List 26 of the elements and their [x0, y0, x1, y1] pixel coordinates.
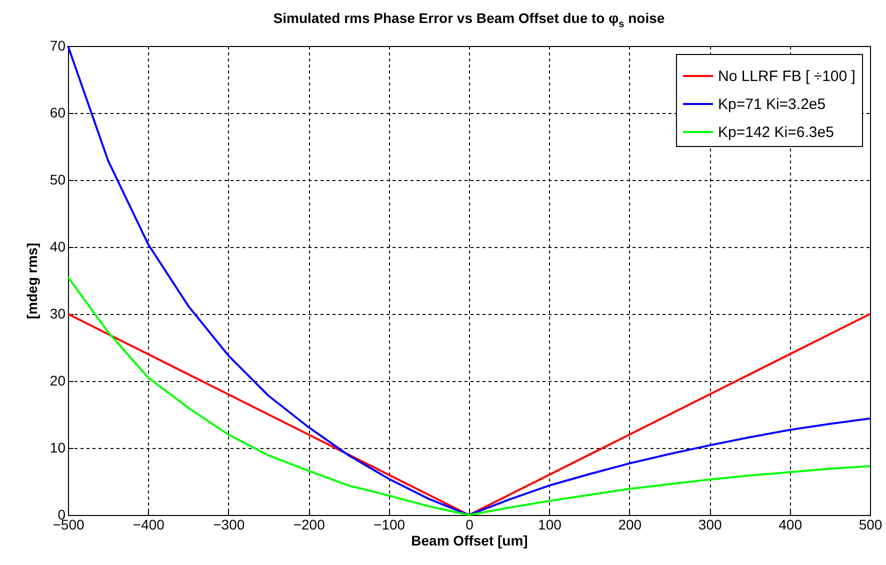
- y-tick-label: 40: [50, 238, 66, 254]
- x-tick-label: −300: [213, 516, 245, 532]
- line-series: [67, 276, 871, 516]
- x-tick-label: 0: [466, 516, 474, 532]
- legend-label: No LLRF FB [ ÷100 ]: [718, 68, 856, 85]
- x-tick-label: −400: [132, 516, 165, 532]
- y-tick-label: 60: [50, 104, 66, 120]
- y-tick-label: 30: [50, 306, 66, 322]
- x-tick-label: 300: [698, 516, 722, 532]
- x-tick-label: 100: [538, 516, 562, 532]
- x-tick-label: −200: [293, 516, 326, 532]
- y-tick-label: 10: [50, 440, 66, 456]
- x-tick-label: 400: [778, 516, 802, 532]
- y-tick-label: 50: [50, 172, 66, 188]
- x-tick-label: 500: [858, 516, 882, 532]
- line-series: [67, 45, 871, 516]
- legend-label: Kp=71 Ki=3.2e5: [718, 96, 826, 113]
- x-axis-title: Beam Offset [um]: [411, 532, 528, 548]
- y-tick-label: 20: [50, 372, 66, 388]
- x-tick-label: −100: [374, 516, 406, 532]
- chart-title: Simulated rms Phase Error vs Beam Offset due to φ$_{s}$ noise: [272, 10, 666, 30]
- y-axis-title: [mdeg rms]: [24, 242, 40, 320]
- x-tick-label: 200: [618, 516, 642, 532]
- line-series: [67, 313, 871, 516]
- legend-label: Kp=142 Ki=6.3e5: [718, 124, 834, 141]
- y-tick-label: 70: [50, 38, 66, 54]
